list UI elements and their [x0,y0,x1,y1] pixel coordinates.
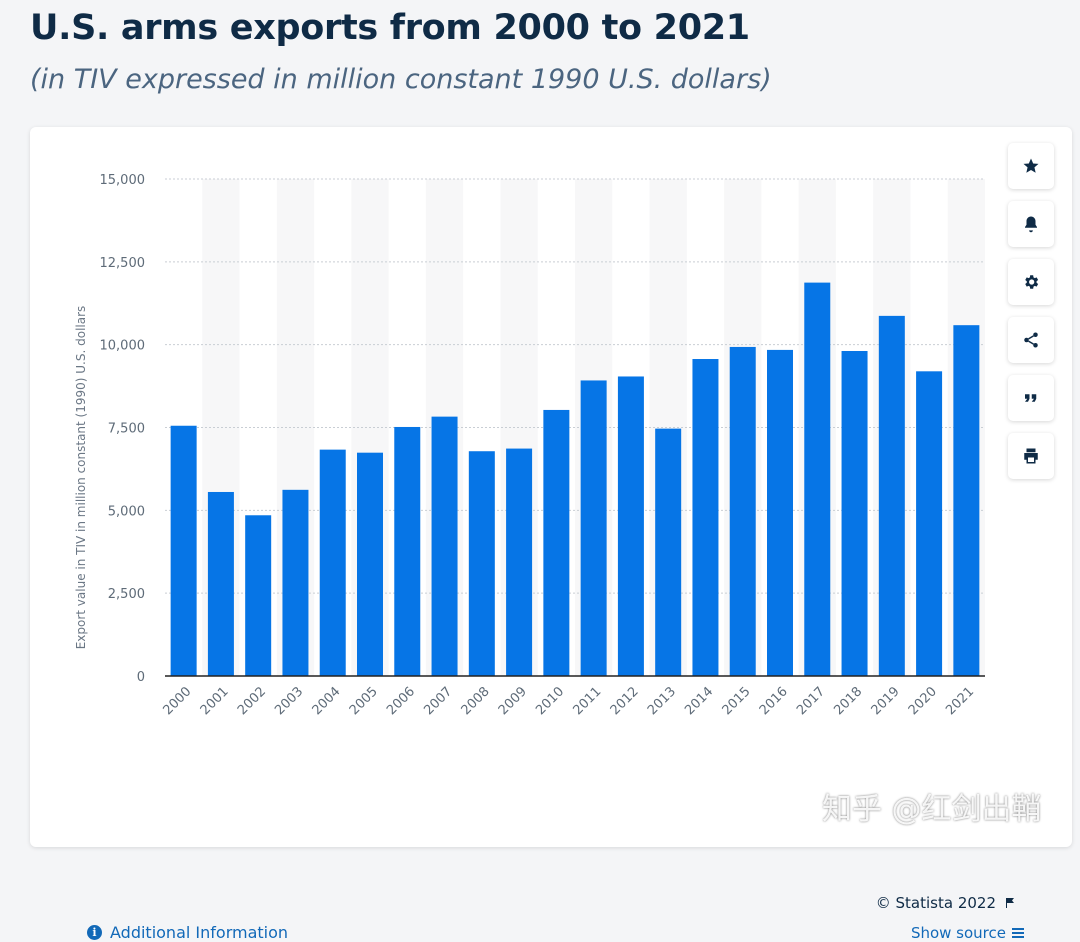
x-tick-label: 2009 [496,684,530,718]
y-tick-label: 5,000 [108,504,145,519]
bar-2004 [319,449,346,676]
additional-information-link[interactable]: i Additional Information [87,923,288,942]
chart-card: 0 2,500 5,000 7,500 10,000 12,500 15,000 2000 20… [30,127,1072,942]
statista-credit[interactable]: © Statista 2022 [876,894,1016,912]
x-tick-label: 2021 [943,684,977,718]
bell-icon [1025,216,1037,233]
flag-icon [1006,898,1014,908]
bar-2009 [506,448,533,676]
y-tick-label: 10,000 [100,339,146,354]
credit-text: © Statista 2022 [875,894,996,912]
star-icon [1023,158,1039,173]
bar-2016 [767,349,793,676]
bar-2011 [580,380,607,676]
x-tick-label: 2006 [384,684,418,718]
list-icon [1012,928,1024,938]
info-icon: i [87,925,102,940]
additional-information-label: Additional Information [110,923,289,942]
show-source-label: Show source [910,924,1006,942]
bar-2006 [394,426,421,676]
quote-icon [1025,394,1037,402]
page-subtitle: (in TIV expressed in million constant 19… [30,64,772,95]
cite-button[interactable] [1008,375,1054,421]
x-tick-label: 2020 [906,684,940,718]
x-tick-label: 2005 [347,684,381,718]
y-axis-title: Export value in TIV in million constant … [74,306,88,650]
x-tick-label: 2015 [720,684,754,718]
x-tick-label: 2013 [645,684,679,718]
y-tick-label: 7,500 [108,422,145,437]
notification-button[interactable] [1008,201,1054,247]
share-icon [1024,332,1038,348]
y-tick-label: 12,500 [100,256,146,271]
page-title: U.S. arms exports from 2000 to 2021 [30,8,750,48]
y-tick-label: 15,000 [100,173,146,188]
bar-2018 [841,350,868,676]
bar-2007 [431,416,458,676]
bar-2017 [804,282,831,676]
print-button[interactable] [1008,433,1054,479]
x-tick-label: 2016 [757,684,791,718]
bar-2019 [878,315,905,676]
bar-2003 [282,489,309,676]
x-tick-label: 2004 [310,684,344,718]
settings-button[interactable] [1008,259,1054,305]
bar-2000 [170,425,197,676]
x-tick-label: 2002 [235,684,269,718]
x-tick-label: 2007 [421,684,455,718]
share-button[interactable] [1008,317,1054,363]
favorite-button[interactable] [1008,143,1054,189]
x-tick-label: 2008 [459,684,493,718]
x-tick-label: 2011 [570,684,604,718]
x-tick-label: 2000 [160,684,194,718]
bar-2013 [655,428,682,676]
bar-2002 [245,515,272,676]
side-toolbar [1008,143,1056,491]
printer-icon [1024,448,1038,464]
bar-2021 [953,325,980,676]
bar-2008 [468,451,495,676]
y-tick-label: 2,500 [108,587,145,602]
x-tick-label: 2019 [869,684,903,718]
bar-2010 [543,409,570,676]
bar-2001 [207,491,234,676]
show-source-link[interactable]: Show source [911,924,1024,942]
x-tick-label: 2018 [831,684,865,718]
x-tick-label: 2014 [682,684,716,718]
gear-icon [1025,275,1039,289]
x-tick-label: 2012 [608,684,642,718]
x-tick-label: 2010 [533,684,567,718]
x-tick-label: 2001 [198,684,232,718]
y-tick-label: 0 [137,670,145,685]
bar-2020 [916,371,943,676]
bar-2012 [617,376,644,676]
x-tick-label: 2003 [272,684,306,718]
x-tick-label: 2017 [794,684,828,718]
bar-2015 [729,346,756,676]
bar-2014 [692,359,719,676]
bar-2005 [357,452,383,676]
